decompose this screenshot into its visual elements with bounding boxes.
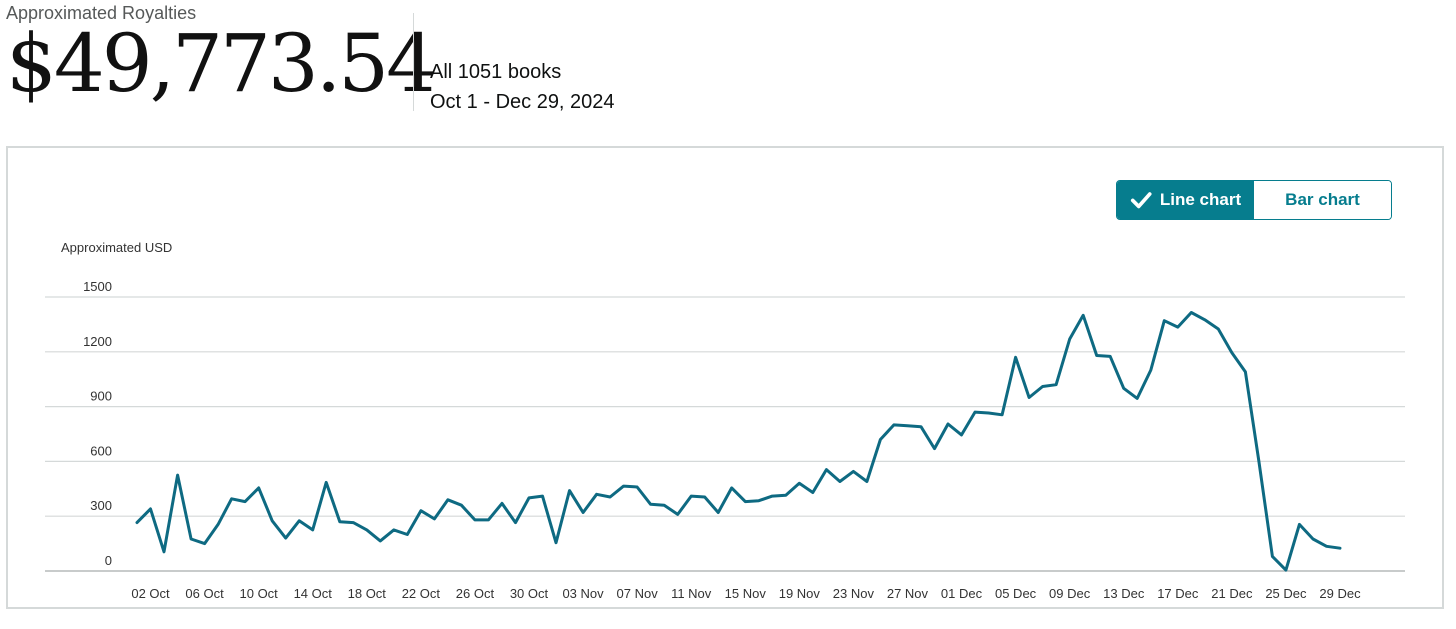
date-range: Oct 1 - Dec 29, 2024 (430, 91, 615, 113)
x-tick-label: 11 Nov (671, 586, 712, 601)
report-meta: All 1051 books Oct 1 - Dec 29, 2024 (430, 57, 615, 117)
royalties-label: Approximated Royalties (6, 3, 197, 23)
x-tick-label: 25 Dec (1265, 586, 1307, 601)
books-count: All 1051 books (430, 61, 562, 83)
header-divider (413, 13, 414, 111)
series-line (135, 311, 1342, 572)
check-icon (1130, 192, 1152, 209)
x-tick-label: 26 Oct (456, 586, 495, 601)
x-tick-label: 18 Oct (348, 586, 387, 601)
x-tick-label: 21 Dec (1211, 586, 1253, 601)
line-chart-button[interactable]: Line chart (1117, 181, 1254, 219)
x-tick-label: 06 Oct (185, 586, 224, 601)
x-tick-label: 27 Nov (887, 586, 929, 601)
x-tick-label: 23 Nov (833, 586, 875, 601)
x-tick-label: 10 Oct (240, 586, 279, 601)
x-tick-label: 05 Dec (995, 586, 1037, 601)
y-tick-label: 600 (90, 443, 112, 458)
x-tick-label: 07 Nov (617, 586, 659, 601)
x-tick-label: 30 Oct (510, 586, 549, 601)
x-tick-label: 14 Oct (294, 586, 333, 601)
x-tick-label: 15 Nov (725, 586, 767, 601)
x-tick-label: 09 Dec (1049, 586, 1091, 601)
x-tick-label: 01 Dec (941, 586, 983, 601)
bar-chart-button[interactable]: Bar chart (1254, 181, 1391, 219)
x-tick-label: 13 Dec (1103, 586, 1145, 601)
x-tick-label: 17 Dec (1157, 586, 1199, 601)
chart-card (6, 146, 1444, 609)
y-tick-label: 300 (90, 498, 112, 513)
chart-type-toggle: Line chart Bar chart (1116, 180, 1392, 220)
line-chart-label: Line chart (1159, 190, 1242, 209)
y-axis-label: Approximated USD (61, 240, 172, 255)
x-tick-label: 02 Oct (131, 586, 170, 601)
y-tick-label: 0 (105, 553, 112, 568)
x-tick-label: 22 Oct (402, 586, 441, 601)
y-tick-label: 900 (90, 389, 112, 404)
y-tick-label: 1500 (83, 279, 112, 294)
x-tick-label: 03 Nov (562, 586, 604, 601)
bar-chart-label: Bar chart (1285, 190, 1360, 209)
x-tick-label: 19 Nov (779, 586, 821, 601)
x-tick-label: 29 Dec (1319, 586, 1361, 601)
royalties-total: $49,773.54 (6, 17, 437, 110)
y-tick-label: 1200 (83, 334, 112, 349)
